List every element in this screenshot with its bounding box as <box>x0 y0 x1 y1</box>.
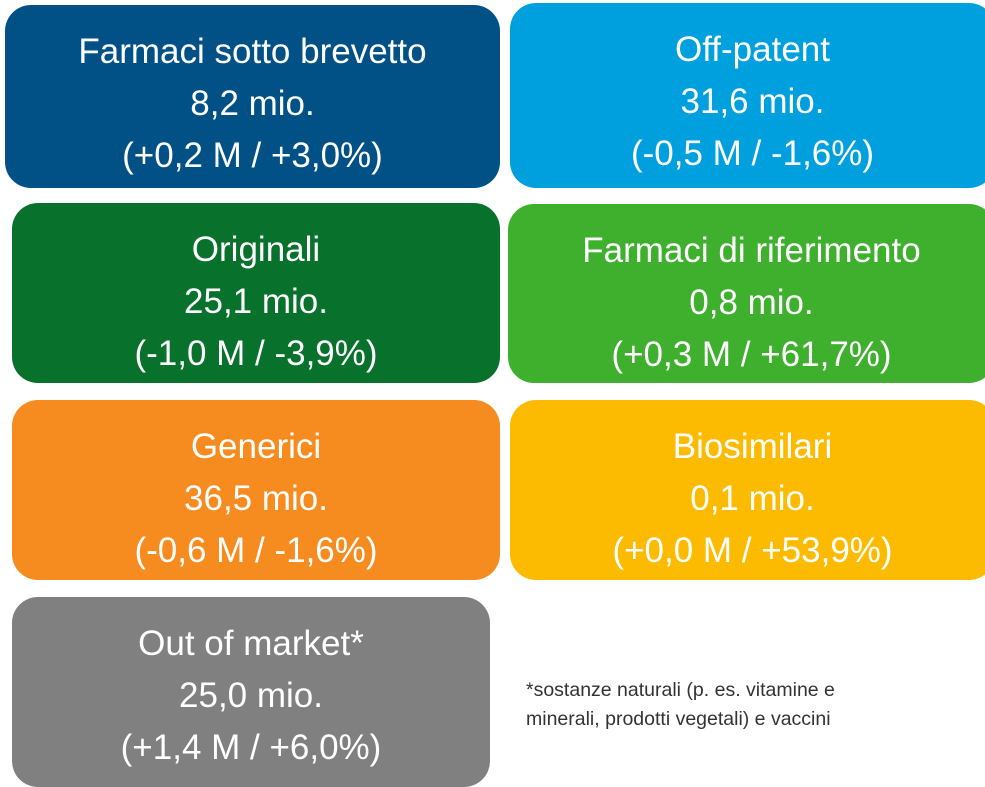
box-value: 36,5 mio. <box>184 479 328 518</box>
footnote: *sostanze naturali (p. es. vitamine e mi… <box>526 676 835 734</box>
box-change: (+0,3 M / +61,7%) <box>611 335 892 374</box>
box-value: 8,2 mio. <box>190 84 315 123</box>
box-value: 0,1 mio. <box>690 479 815 518</box>
box-value: 25,0 mio. <box>179 676 323 715</box>
box-change: (-0,5 M / -1,6%) <box>630 134 875 173</box>
box: Biosimilari 0,1 mio. (+0,0 M / +53,9%) <box>510 400 985 580</box>
box-title: Off-patent <box>674 30 830 69</box>
box-change: (+0,2 M / +3,0%) <box>122 136 383 175</box>
box-change: (+1,4 M / +6,0%) <box>120 728 382 767</box>
box-title: Out of market* <box>138 624 364 663</box>
box-title: Generici <box>190 427 322 466</box>
footnote-line: *sostanze naturali (p. es. vitamine e <box>526 679 835 701</box>
box-title: Biosimilari <box>672 427 833 466</box>
box-change: (+0,0 M / +53,9%) <box>612 531 893 570</box>
box: Farmaci di riferimento 0,8 mio. (+0,3 M … <box>508 204 985 383</box>
box-change: (-0,6 M / -1,6%) <box>134 531 378 570</box>
box: Generici 36,5 mio. (-0,6 M / -1,6%) <box>12 400 500 580</box>
box-value: 25,1 mio. <box>184 282 328 321</box>
box: Originali 25,1 mio. (-1,0 M / -3,9%) <box>12 203 500 383</box>
box-value: 0,8 mio. <box>689 283 814 322</box>
box-title: Farmaci di riferimento <box>582 231 921 270</box>
box-title: Farmaci sotto brevetto <box>78 32 427 71</box>
box-change: (-1,0 M / -3,9%) <box>134 334 378 373</box>
box: Out of market* 25,0 mio. (+1,4 M / +6,0%… <box>12 597 490 787</box>
box-value: 31,6 mio. <box>680 82 825 121</box>
box: Off-patent 31,6 mio. (-0,5 M / -1,6%) <box>510 3 985 188</box>
footnote-line: minerali, prodotti vegetali) e vaccini <box>526 708 831 730</box>
box-title: Originali <box>191 230 321 269</box>
box: Farmaci sotto brevetto 8,2 mio. (+0,2 M … <box>5 5 500 188</box>
